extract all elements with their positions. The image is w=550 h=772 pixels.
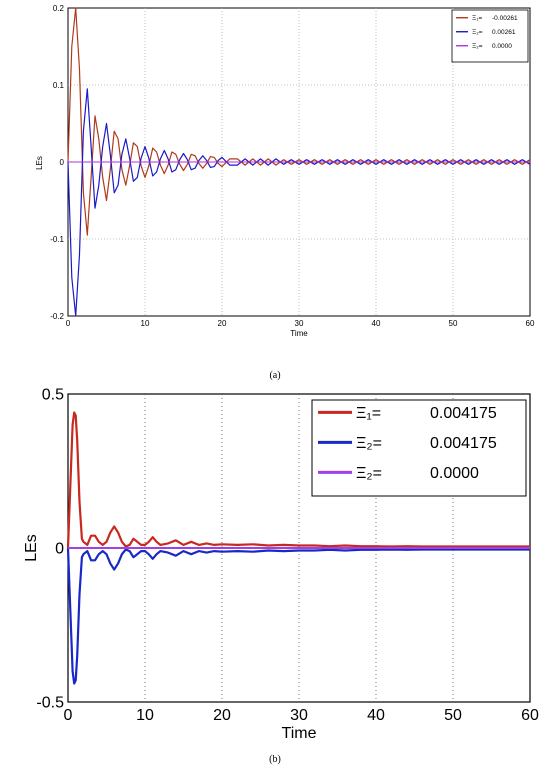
legend-label: Ξ₂= bbox=[356, 465, 382, 482]
legend-value: 0.004175 bbox=[430, 435, 497, 452]
y-tick-label: 0 bbox=[55, 541, 64, 558]
legend-label: Ξ₂= bbox=[472, 29, 483, 36]
y-tick-label: 0.1 bbox=[53, 81, 65, 90]
legend-box-a bbox=[451, 9, 529, 63]
x-tick-label: 60 bbox=[526, 319, 535, 328]
caption-b: (b) bbox=[269, 754, 281, 765]
legend-label: Ξ₁= bbox=[472, 15, 482, 22]
x-tick-label: 30 bbox=[290, 707, 308, 724]
x-tick-label: 50 bbox=[449, 319, 458, 328]
y-tick-label: 0 bbox=[60, 158, 65, 167]
x-tick-label: 10 bbox=[136, 707, 154, 724]
legend-label: Ξ₂= bbox=[472, 43, 483, 50]
series-line-1 bbox=[66, 411, 530, 549]
legend-value: 0.00261 bbox=[492, 29, 516, 36]
y-tick-label: 0.5 bbox=[42, 387, 64, 404]
legend-label: Ξ₂= bbox=[356, 435, 382, 452]
legend-value: 0.004175 bbox=[430, 405, 497, 422]
ticks-b: 0 10 20 30 40 50 60-0.500.5 bbox=[36, 387, 539, 724]
x-tick-label: 50 bbox=[444, 707, 462, 724]
legend-b: Ξ₁= 0.004175 Ξ₂= 0.004175 Ξ₂= 0.0000 bbox=[311, 399, 527, 497]
y-axis-label-a: LEs bbox=[35, 156, 44, 170]
x-tick-label: 20 bbox=[213, 707, 231, 724]
series-line-2 bbox=[66, 547, 530, 685]
legend-a: Ξ₁= -0.00261 Ξ₂= 0.00261 Ξ₂= 0.0000 bbox=[451, 9, 529, 63]
x-tick-label: 20 bbox=[218, 319, 227, 328]
x-tick-label: 0 bbox=[66, 319, 71, 328]
x-axis-label-b: Time bbox=[282, 725, 317, 742]
x-tick-label: 60 bbox=[521, 707, 539, 724]
grid-b bbox=[144, 394, 454, 702]
x-axis-label-a: Time bbox=[290, 329, 308, 338]
x-tick-label: 30 bbox=[295, 319, 304, 328]
x-tick-label: 0 bbox=[64, 707, 73, 724]
series-line-1 bbox=[67, 7, 531, 236]
x-tick-label: 40 bbox=[367, 707, 385, 724]
chart-panel-b: 0 10 20 30 40 50 60-0.500.5 Time LEs Ξ₁= 0.0041… bbox=[23, 387, 539, 765]
caption-a: (a) bbox=[269, 370, 280, 381]
chart-panel-a: 0 10 20 30 40 50 60 -0.2 -0.1 0 0.1 0.2 Time LEs Ξ₁… bbox=[35, 4, 535, 381]
series-line-2 bbox=[67, 88, 531, 317]
y-axis-label-b: LEs bbox=[23, 534, 40, 562]
legend-box-b bbox=[311, 399, 527, 497]
x-tick-label: 10 bbox=[141, 319, 150, 328]
series-lines-a bbox=[67, 7, 531, 317]
legend-value: -0.00261 bbox=[492, 15, 518, 22]
legend-value: 0.0000 bbox=[430, 465, 479, 482]
y-tick-label: -0.1 bbox=[50, 235, 64, 244]
y-tick-label: -0.5 bbox=[36, 695, 64, 712]
x-tick-label: 40 bbox=[372, 319, 381, 328]
legend-value: 0.0000 bbox=[492, 43, 512, 50]
y-tick-label: -0.2 bbox=[50, 312, 64, 321]
series-lines-b bbox=[66, 411, 530, 685]
ticks-a: 0 10 20 30 40 50 60 -0.2 -0.1 0 0.1 0.2 bbox=[50, 4, 535, 328]
y-tick-label: 0.2 bbox=[53, 4, 65, 13]
legend-label: Ξ₁= bbox=[356, 405, 381, 422]
